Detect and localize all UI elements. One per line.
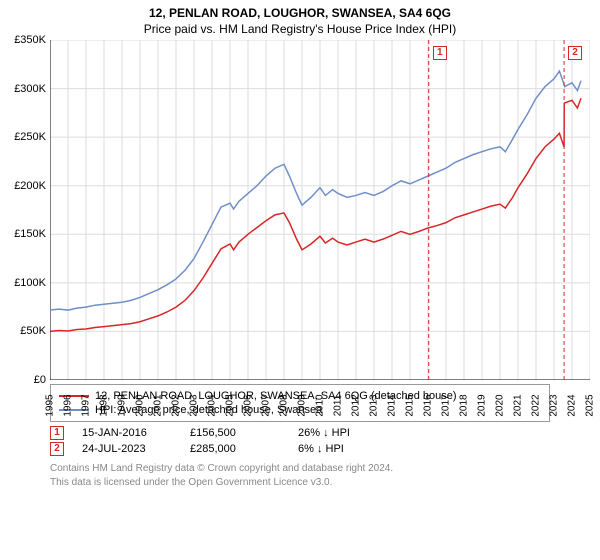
sale-price: £285,000: [190, 443, 280, 455]
sale-marker-ref: 1: [50, 426, 64, 440]
sale-record: 1 15-JAN-2016 £156,500 26% ↓ HPI: [50, 426, 550, 440]
x-axis-label: 2003: [189, 394, 200, 416]
y-axis-label: £300K: [14, 83, 46, 95]
x-axis-label: 2001: [153, 394, 164, 416]
footer-attribution: Contains HM Land Registry data © Crown c…: [50, 462, 550, 489]
x-axis-label: 2005: [225, 394, 236, 416]
x-axis-label: 2007: [261, 394, 272, 416]
sale-marker: 1: [433, 46, 447, 60]
x-axis-label: 2025: [585, 394, 596, 416]
y-axis-label: £250K: [14, 131, 46, 143]
x-axis-label: 2015: [405, 394, 416, 416]
x-axis-label: 2002: [171, 394, 182, 416]
x-axis-label: 2016: [423, 394, 434, 416]
sale-marker: 2: [568, 46, 582, 60]
legend-label: 12, PENLAN ROAD, LOUGHOR, SWANSEA, SA4 6…: [95, 390, 457, 402]
y-axis-label: £100K: [14, 277, 46, 289]
x-axis-label: 2022: [531, 394, 542, 416]
x-axis-label: 2024: [567, 394, 578, 416]
chart-subtitle: Price paid vs. HM Land Registry's House …: [0, 20, 600, 40]
x-axis-label: 2021: [513, 394, 524, 416]
x-axis-label: 2019: [477, 394, 488, 416]
y-axis-label: £200K: [14, 180, 46, 192]
y-axis-label: £350K: [14, 34, 46, 46]
x-axis-label: 2017: [441, 394, 452, 416]
x-axis-label: 1999: [117, 394, 128, 416]
chart-svg: [50, 40, 590, 380]
y-axis-label: £0: [34, 374, 46, 386]
x-axis-label: 2013: [369, 394, 380, 416]
chart-title: 12, PENLAN ROAD, LOUGHOR, SWANSEA, SA4 6…: [0, 0, 600, 20]
x-axis-label: 2004: [207, 394, 218, 416]
price-chart: £0£50K£100K£150K£200K£250K£300K£350K 199…: [50, 40, 590, 380]
x-axis-label: 2008: [279, 394, 290, 416]
sale-date: 15-JAN-2016: [82, 427, 172, 439]
x-axis-label: 2006: [243, 394, 254, 416]
x-axis-label: 2009: [297, 394, 308, 416]
x-axis-label: 2000: [135, 394, 146, 416]
sale-diff: 6% ↓ HPI: [298, 443, 388, 455]
x-axis-label: 2012: [351, 394, 362, 416]
sale-record: 2 24-JUL-2023 £285,000 6% ↓ HPI: [50, 442, 550, 456]
x-axis-label: 2018: [459, 394, 470, 416]
y-axis-label: £150K: [14, 228, 46, 240]
sale-date: 24-JUL-2023: [82, 443, 172, 455]
x-axis-label: 2010: [315, 394, 326, 416]
x-axis-label: 1997: [81, 394, 92, 416]
x-axis-label: 2020: [495, 394, 506, 416]
sale-marker-ref: 2: [50, 442, 64, 456]
sale-diff: 26% ↓ HPI: [298, 427, 388, 439]
x-axis-label: 1995: [45, 394, 56, 416]
x-axis-label: 1996: [63, 394, 74, 416]
y-axis-label: £50K: [20, 325, 46, 337]
x-axis-label: 2023: [549, 394, 560, 416]
x-axis-label: 1998: [99, 394, 110, 416]
x-axis-label: 2014: [387, 394, 398, 416]
sale-price: £156,500: [190, 427, 280, 439]
x-axis-label: 2011: [333, 395, 344, 417]
